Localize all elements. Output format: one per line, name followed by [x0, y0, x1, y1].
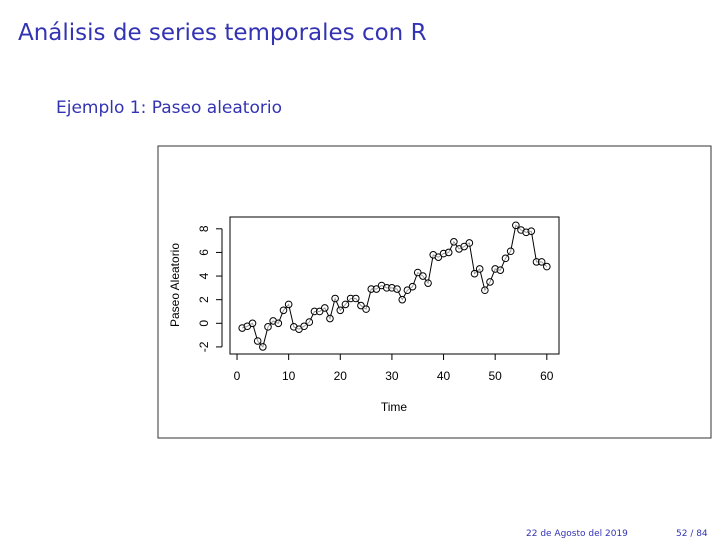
data-point — [434, 253, 443, 261]
data-point — [465, 239, 474, 247]
data-point — [424, 279, 432, 287]
data-point — [512, 221, 520, 230]
x-tick-label: 10 — [282, 369, 296, 383]
data-point — [300, 322, 308, 331]
data-point — [284, 300, 293, 309]
data-point — [248, 319, 257, 328]
y-tick-label: 4 — [197, 272, 211, 279]
data-point — [326, 314, 334, 323]
data-point — [537, 258, 546, 266]
x-tick-label: 0 — [234, 369, 241, 383]
data-point — [475, 265, 484, 273]
x-tick-label: 50 — [489, 369, 503, 383]
y-tick-label: 2 — [197, 296, 211, 303]
data-point — [470, 269, 479, 278]
data-point — [543, 262, 551, 271]
data-point — [408, 282, 417, 291]
data-point — [331, 294, 339, 303]
y-tick-label: -2 — [197, 341, 211, 352]
x-tick-label: 20 — [334, 369, 348, 383]
data-point — [274, 319, 283, 328]
data-point — [419, 272, 427, 280]
x-tick-label: 30 — [385, 369, 399, 383]
data-point — [486, 278, 494, 286]
data-point — [444, 248, 453, 257]
x-tick-label: 60 — [540, 369, 554, 383]
data-point — [393, 285, 401, 293]
figure-frame — [157, 145, 712, 439]
data-point — [527, 227, 536, 235]
slide-subtitle: Ejemplo 1: Paseo aleatorio — [56, 98, 282, 118]
data-point — [413, 268, 422, 277]
x-axis-label: Time — [381, 400, 408, 414]
data-point — [253, 337, 262, 345]
y-tick-label: 0 — [197, 320, 211, 327]
data-point — [351, 294, 360, 303]
data-point — [305, 318, 314, 326]
data-point — [450, 238, 458, 246]
data-point — [341, 300, 350, 309]
data-point — [259, 343, 267, 351]
chart: Time Paseo Aleatorio 0 10 20 30 40 50 60 -2 0 2 4 6… — [157, 145, 712, 439]
data-point — [501, 254, 510, 263]
data-point — [357, 301, 365, 310]
y-tick-label: 6 — [197, 249, 211, 256]
slide-title: Análisis de series temporales con R — [18, 20, 427, 46]
footer-page: 52 / 84 — [676, 529, 708, 539]
x-tick-label: 40 — [437, 369, 451, 383]
data-point — [398, 295, 407, 304]
data-point — [496, 266, 505, 274]
footer-date: 22 de Agosto del 2019 — [526, 529, 628, 539]
data-point — [336, 306, 345, 315]
data-point — [506, 247, 515, 256]
data-point — [320, 304, 329, 312]
data-point — [264, 323, 272, 331]
data-point — [372, 285, 381, 293]
y-tick-label: 8 — [197, 225, 211, 232]
data-point — [403, 286, 412, 295]
y-axis-label: Paseo Aleatorio — [168, 243, 182, 327]
data-point — [279, 306, 288, 315]
data-point — [362, 305, 370, 313]
data-point — [460, 242, 469, 251]
data-point — [481, 286, 489, 295]
data-point — [315, 307, 324, 316]
